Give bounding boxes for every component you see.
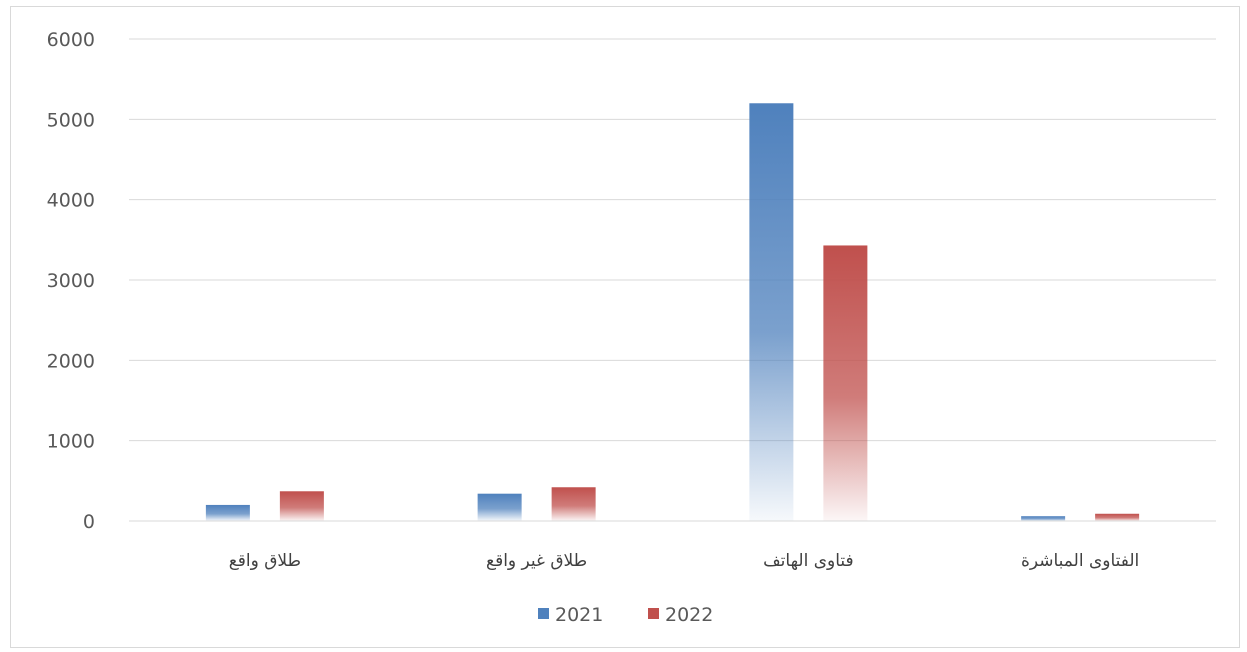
legend-swatch-2021 (538, 608, 549, 619)
bar-2022-3 (1095, 513, 1140, 521)
y-tick-label: 0 (83, 511, 95, 533)
y-tick-label: 2000 (47, 350, 95, 372)
x-category-label: فتاوى الهاتف (763, 551, 854, 571)
x-category-label: طلاق واقع (229, 551, 301, 571)
y-tick-label: 1000 (47, 431, 95, 453)
y-axis: 0 1000 2000 3000 4000 5000 6000 (47, 29, 95, 533)
x-category-label: طلاق غير واقع (486, 551, 587, 571)
y-tick-label: 3000 (47, 270, 95, 292)
legend-swatch-2022 (648, 608, 659, 619)
legend-label: 2021 (555, 604, 603, 626)
y-tick-label: 4000 (47, 190, 95, 212)
bar-2022-0 (279, 491, 324, 521)
y-tick-label: 5000 (47, 109, 95, 131)
legend: 2021 2022 (538, 604, 713, 626)
bars (205, 103, 1140, 522)
bar-2021-0 (205, 504, 250, 521)
bar-2021-2 (749, 103, 794, 522)
bar-2022-2 (823, 245, 868, 521)
legend-label: 2022 (665, 604, 713, 626)
x-category-label: الفتاوى المباشرة (1021, 551, 1139, 571)
chart-frame: 0 1000 2000 3000 4000 5000 6000 طلاق واقع طلاق … (10, 6, 1240, 648)
bar-2022-1 (551, 487, 596, 521)
bar-2021-1 (477, 493, 522, 521)
bar-2021-3 (1021, 516, 1066, 521)
y-tick-label: 6000 (47, 29, 95, 51)
x-axis: طلاق واقع طلاق غير واقع فتاوى الهاتف الفتاو… (229, 551, 1140, 571)
gridlines (129, 38, 1216, 442)
